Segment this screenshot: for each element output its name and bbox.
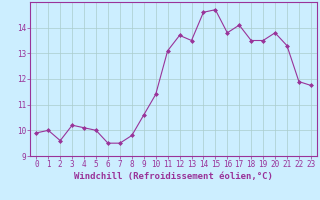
X-axis label: Windchill (Refroidissement éolien,°C): Windchill (Refroidissement éolien,°C) (74, 172, 273, 181)
